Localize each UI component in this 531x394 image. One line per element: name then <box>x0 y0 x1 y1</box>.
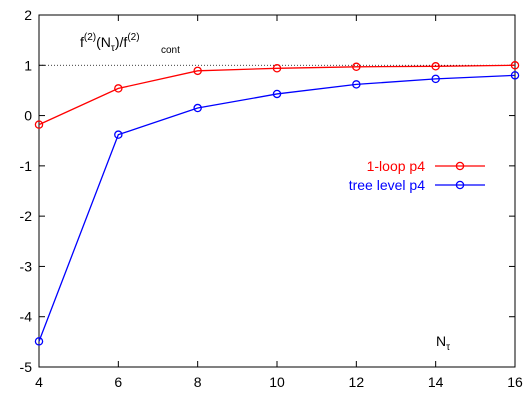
legend-marker <box>455 161 465 171</box>
axis-N: N <box>436 333 446 349</box>
data-point <box>352 62 361 72</box>
data-point <box>510 71 520 80</box>
data-point <box>34 120 44 129</box>
axis-tau: τ <box>446 342 450 353</box>
y-tick-label: -3 <box>20 258 33 274</box>
axis-annotation: Nτ <box>436 333 450 353</box>
data-point <box>193 66 202 76</box>
ratio-tau: τ <box>111 43 115 54</box>
x-tick-label: 8 <box>194 374 202 390</box>
ratio-sup1: (2) <box>84 32 96 43</box>
y-tick-label: -5 <box>20 359 33 375</box>
data-point <box>431 74 440 84</box>
legend-label: tree level p4 <box>349 177 425 193</box>
data-point <box>352 80 361 89</box>
series-line <box>38 64 516 126</box>
x-tick-label: 4 <box>35 374 43 390</box>
legend: 1-loop p4 tree level p4 <box>349 158 485 193</box>
y-tick-label: -4 <box>20 309 33 325</box>
ratio-f: f <box>80 34 84 50</box>
data-point <box>34 337 44 346</box>
y-tick-label: -1 <box>20 158 33 174</box>
series-line <box>38 74 516 342</box>
data-point <box>114 130 123 139</box>
legend-label: 1-loop p4 <box>367 158 426 174</box>
x-tick-label: 10 <box>269 374 285 390</box>
legend-marker <box>455 180 465 190</box>
data-point <box>272 64 282 73</box>
ratio-mid: )/f <box>115 34 128 50</box>
data-point <box>193 103 202 113</box>
x-tick-label: 16 <box>507 374 523 390</box>
x-tick-label: 14 <box>428 374 444 390</box>
x-tick-label: 6 <box>114 374 122 390</box>
data-point <box>272 89 282 99</box>
series-1 <box>34 71 520 346</box>
y-tick-label: -2 <box>20 208 33 224</box>
y-tick-label: 1 <box>24 57 32 73</box>
y-tick-label: 2 <box>24 7 32 23</box>
ratio-annotation: f(2)(Nτ)/f(2)cont <box>80 32 180 56</box>
data-point <box>431 62 440 71</box>
x-tick-label: 12 <box>349 374 365 390</box>
ratio-N: (N <box>96 34 111 50</box>
series-layer <box>34 61 520 346</box>
series-0 <box>34 61 520 129</box>
ratio-sup2: (2) <box>127 32 139 43</box>
ratio-sub2: cont <box>161 45 180 56</box>
data-point <box>114 84 123 93</box>
data-point <box>510 61 520 70</box>
y-tick-label: 0 <box>24 108 32 124</box>
